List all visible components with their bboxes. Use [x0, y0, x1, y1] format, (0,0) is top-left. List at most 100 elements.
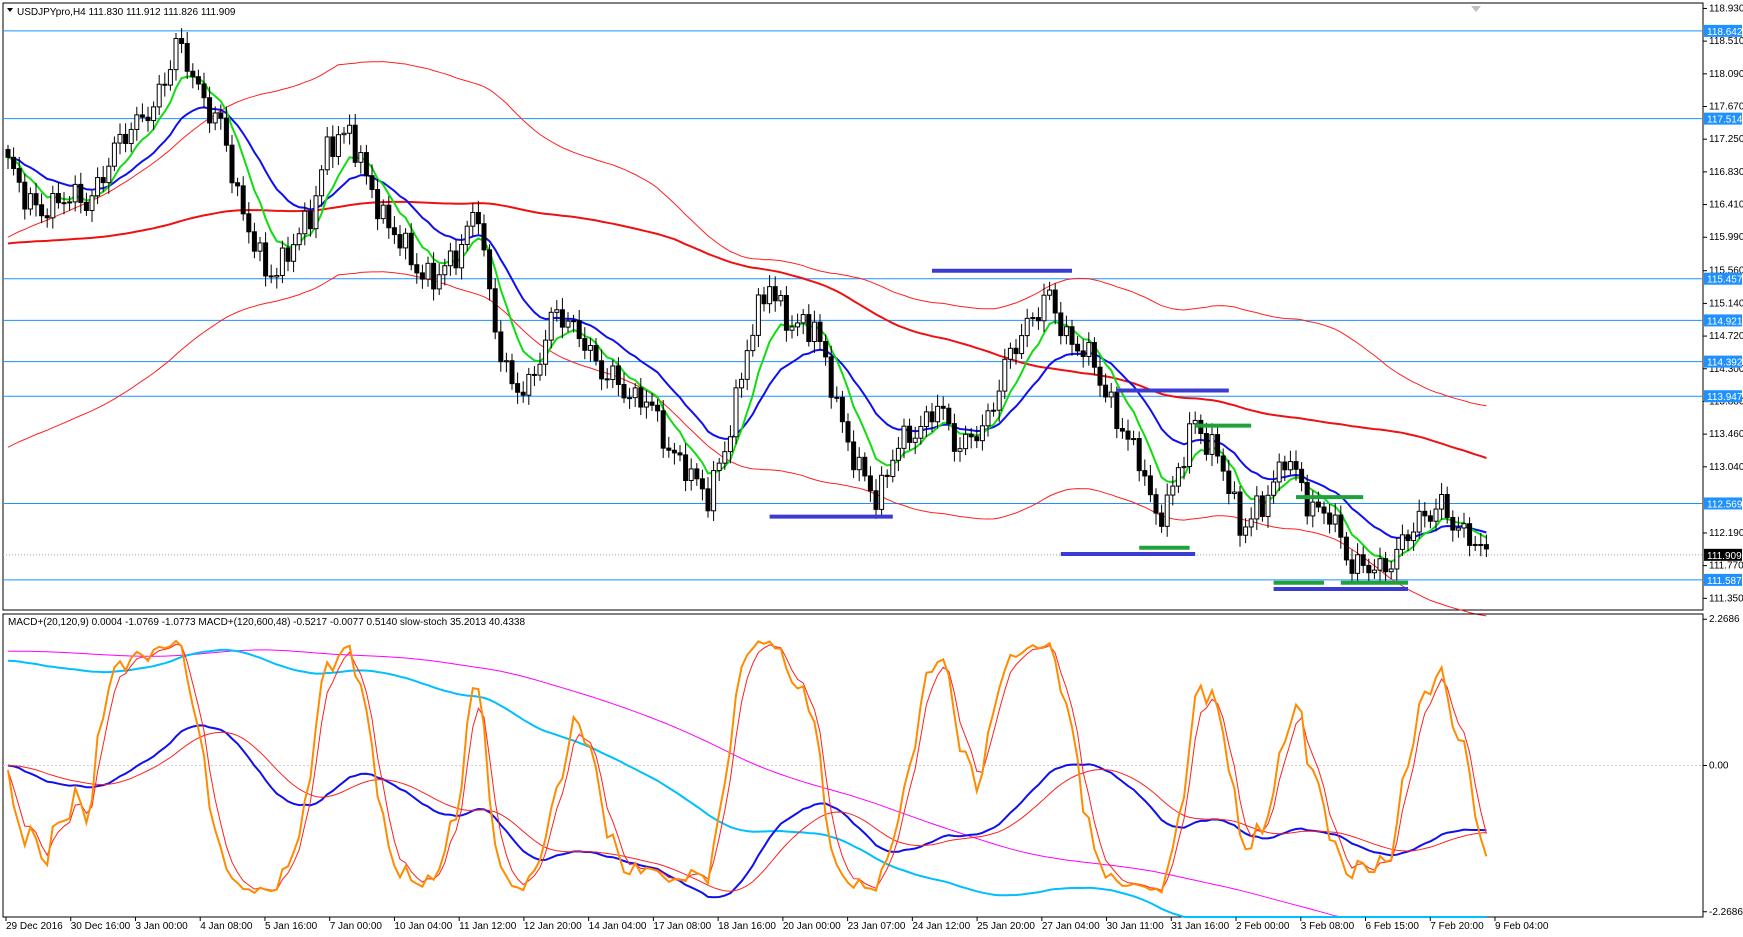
indicator-header: MACD+(20,120,9) 0.0004 -1.0769 -1.0773 M…: [8, 617, 525, 628]
indicator-pane[interactable]: 2.2686 0.00 -2.2686 MACD+(20,120,9) 0.0004…: [2, 613, 1743, 918]
chart-shift-icon[interactable]: [1471, 6, 1481, 12]
oscillator-curves: [3, 639, 1703, 918]
candle-body: [229, 144, 235, 184]
candle-body: [604, 378, 610, 381]
candle-body: [1422, 510, 1428, 517]
candle-body: [1114, 391, 1120, 430]
candle-body: [1058, 312, 1064, 337]
price-tick-label: 117.670: [1709, 102, 1743, 113]
time-tick-label: 11 Jan 12:00: [459, 921, 517, 932]
candle-body: [515, 383, 521, 393]
candle-body: [940, 405, 946, 409]
candle-body: [313, 195, 319, 230]
level-price-tag: [1704, 24, 1742, 37]
candle-body: [565, 320, 571, 328]
candle-body: [649, 401, 655, 406]
candle-body: [447, 250, 453, 267]
candle-body: [100, 177, 106, 184]
candle-body: [296, 233, 302, 246]
candle-body: [554, 309, 560, 313]
candle-body: [1349, 559, 1355, 574]
time-tick-label: 20 Jan 00:00: [783, 921, 841, 932]
candle-body: [610, 365, 616, 380]
price-tick-label: 118.930: [1709, 3, 1743, 14]
candle-body: [436, 274, 442, 290]
candle-body: [235, 182, 241, 187]
candle-body: [643, 401, 649, 408]
candle-body: [901, 425, 907, 449]
candle-body: [1377, 558, 1383, 571]
candle-body: [1013, 347, 1019, 355]
candle-body: [274, 275, 280, 278]
indicator-axis: 2.2686 0.00 -2.2686: [1703, 614, 1743, 918]
candle-body: [957, 448, 963, 452]
candle-body: [1416, 510, 1422, 533]
candle-body: [459, 243, 465, 269]
candle-body: [727, 436, 733, 453]
level-price-label: 114.392: [1707, 358, 1743, 369]
candle-body: [302, 210, 308, 235]
candle-body: [537, 363, 543, 376]
candle-body: [582, 338, 588, 351]
current-price-label: 111.909: [1707, 551, 1742, 562]
candle-body: [811, 321, 817, 343]
candle-body: [1002, 358, 1008, 392]
candle-body: [935, 405, 941, 423]
candle-body: [1444, 494, 1450, 518]
candle-body: [1467, 523, 1473, 546]
candle-body: [1310, 501, 1316, 517]
candle-body: [363, 152, 369, 177]
candle-body: [391, 227, 397, 236]
level-price-tag: [1704, 314, 1742, 327]
candle-body: [699, 478, 705, 490]
sma-120: [7, 200, 1487, 459]
candle-body: [879, 474, 885, 510]
candle-body: [632, 387, 638, 399]
candle-body: [1007, 347, 1013, 360]
time-tick-label: 9 Feb 04:00: [1495, 921, 1549, 932]
candle-body: [33, 193, 39, 206]
candle-body: [1343, 536, 1349, 561]
candle-body: [1103, 384, 1109, 398]
candle-body: [117, 133, 123, 144]
symbol-menu-icon[interactable]: [7, 8, 13, 12]
time-tick-label: 30 Jan 11:00: [1107, 921, 1165, 932]
candle-body: [1338, 514, 1344, 538]
price-tick-label: 111.770: [1709, 561, 1743, 572]
time-tick-label: 10 Jan 04:00: [394, 921, 452, 932]
candle-body: [44, 215, 50, 219]
price-pane[interactable]: 118.930 118.510 118.090 117.670 117.250 116.8…: [2, 2, 1743, 617]
candle-body: [571, 320, 577, 323]
candle-body: [615, 365, 621, 385]
candle-body: [414, 264, 420, 274]
candle-body: [671, 449, 677, 454]
candle-body: [862, 456, 868, 477]
candle-body: [985, 410, 991, 427]
candle-body: [487, 249, 493, 290]
candle-body: [151, 106, 157, 122]
stoch-main: [7, 639, 1488, 895]
price-tick-label: 115.560: [1709, 266, 1743, 277]
candle-body: [963, 433, 969, 450]
candle-body: [470, 211, 476, 227]
candle-body: [576, 320, 582, 340]
ema-8: [7, 75, 1487, 563]
candle-body: [330, 136, 336, 157]
candle-body: [1063, 326, 1069, 337]
price-pane-frame: [2, 2, 1704, 611]
candle-body: [1366, 564, 1372, 574]
candle-body: [739, 378, 745, 389]
candle-body: [1405, 534, 1411, 542]
candle-body: [1041, 294, 1047, 322]
time-tick-label: 6 Feb 15:00: [1366, 921, 1420, 932]
candle-body: [744, 350, 750, 380]
candle-body: [991, 409, 997, 412]
level-price-tag: [1704, 573, 1742, 586]
candle-body: [106, 165, 112, 184]
candle-body: [111, 142, 117, 167]
candle-body: [1455, 527, 1461, 531]
price-tick-label: 115.990: [1709, 232, 1743, 243]
candle-body: [83, 201, 89, 211]
candle-body: [1047, 289, 1053, 296]
